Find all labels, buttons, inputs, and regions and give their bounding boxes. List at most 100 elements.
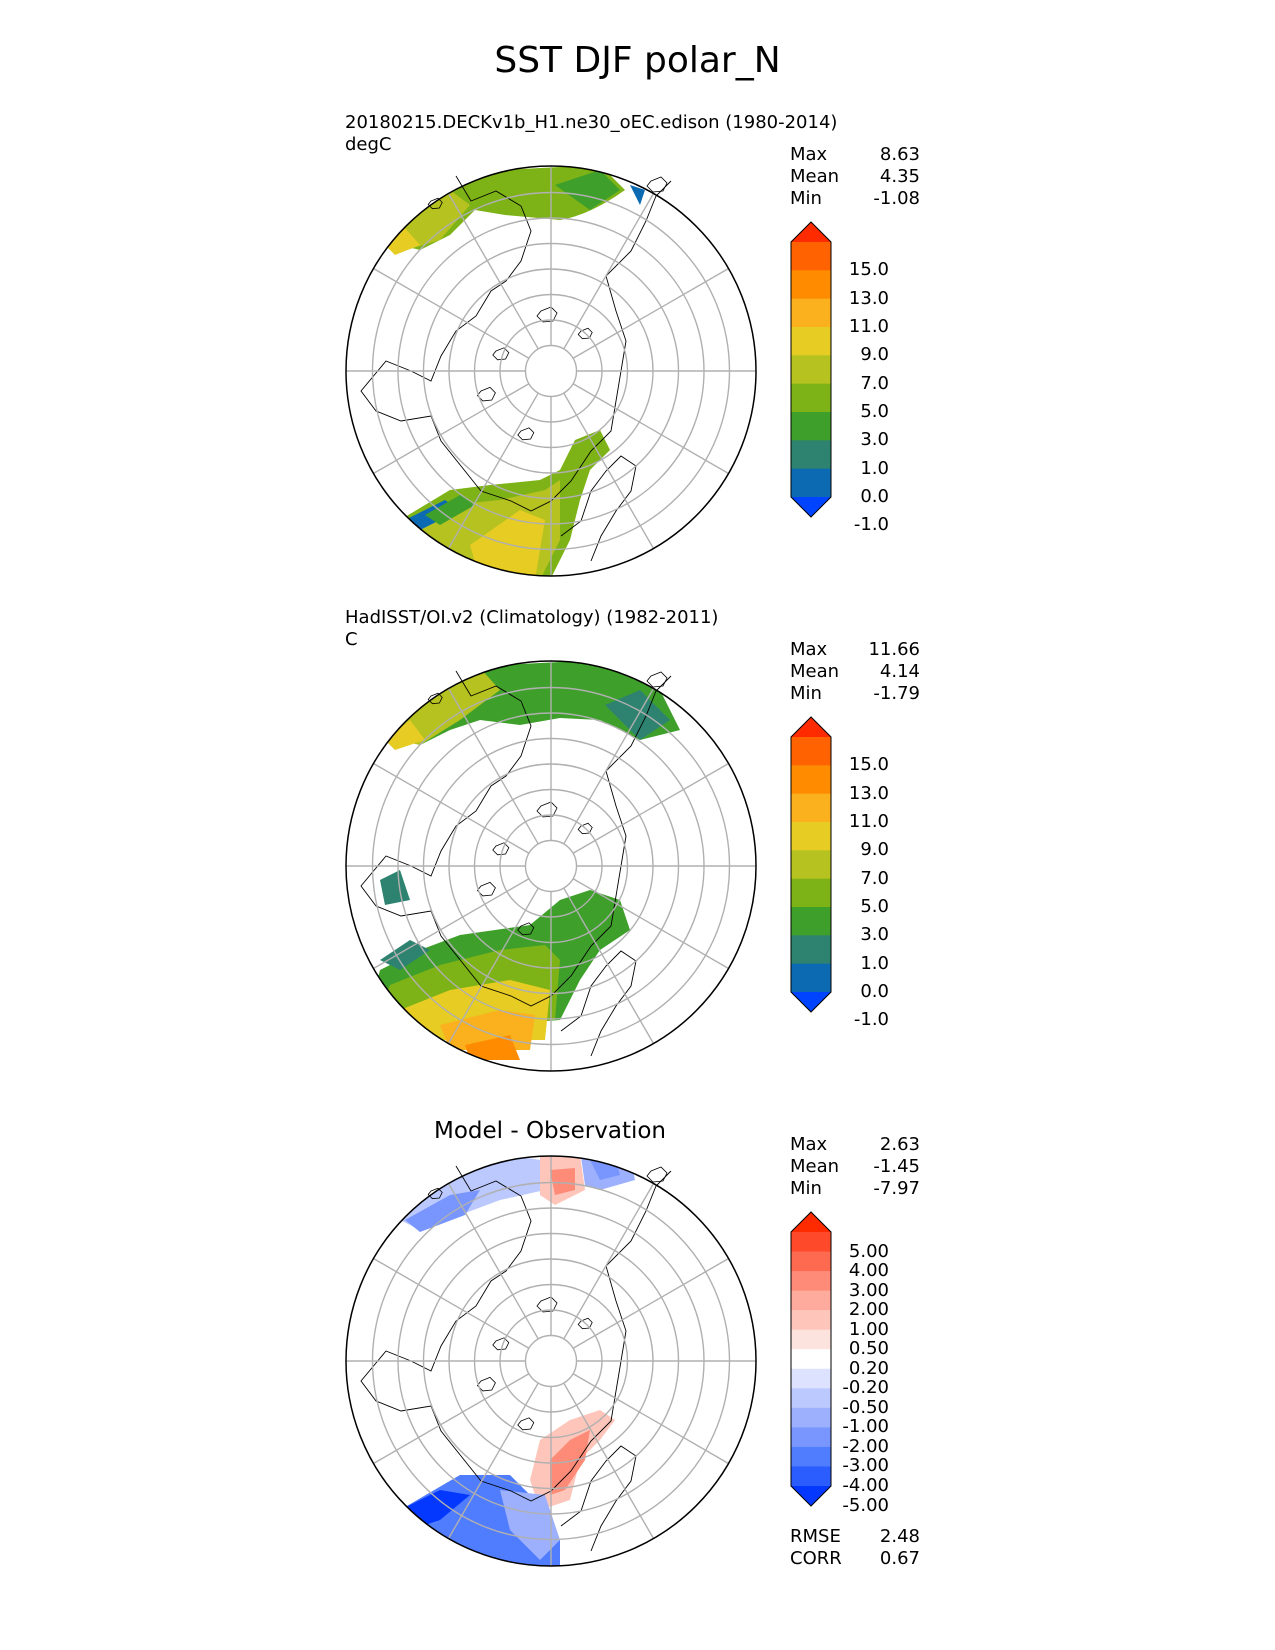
stat-label: Mean — [790, 661, 840, 682]
map-overlay-2 — [345, 660, 757, 1072]
colorbar-tick-label: 7.0 — [860, 867, 889, 889]
map-boundary — [345, 1155, 757, 1567]
colorbar-tick-label: 15.0 — [848, 754, 889, 776]
island-outline — [646, 176, 668, 193]
colorbar-tick-label: 5.0 — [860, 401, 889, 422]
stat-value: 4.35 — [879, 166, 920, 187]
colorbar-segment — [791, 1232, 831, 1253]
island-outline — [646, 671, 668, 688]
colorbar-outline — [790, 221, 832, 518]
colorbar-3 — [790, 1211, 832, 1507]
latitude-gridline — [524, 1334, 578, 1388]
longitude-gridline — [447, 193, 539, 350]
colorbar-segment — [791, 1290, 831, 1311]
longitude-gridline — [373, 1373, 530, 1465]
longitude-gridline — [447, 392, 539, 549]
colorbar-tick-label: 3.0 — [860, 924, 889, 946]
colorbar-segment — [791, 1251, 831, 1272]
colorbar-segment — [791, 1349, 831, 1370]
stat-value: -1.79 — [873, 683, 920, 704]
stat-value: -7.97 — [873, 1178, 920, 1199]
panel2-stats: Max 11.66 Mean 4.14 Min -1.79 — [790, 639, 920, 705]
colorbar-tick-label: 0.20 — [848, 1357, 889, 1379]
colorbar-segment — [791, 270, 831, 300]
island-outline — [427, 1187, 443, 1200]
colorbar-tick-label: 13.0 — [848, 782, 889, 804]
map-panel-2 — [370, 661, 680, 1060]
colorbar-tick-label: 2.00 — [848, 1299, 889, 1321]
longitude-gridline — [447, 1183, 539, 1340]
island-outline — [492, 842, 510, 856]
latitude-gridline — [524, 344, 578, 398]
panel1-title: 20180215.DECKv1b_H1.ne30_oEC.edison (198… — [345, 112, 837, 156]
colorbar-segment — [791, 1329, 831, 1350]
coastline — [560, 1445, 637, 1552]
island-outline — [476, 881, 496, 897]
stat-value: 4.14 — [879, 661, 920, 682]
longitude-gridline — [373, 383, 530, 475]
longitude-gridline — [447, 688, 539, 845]
page-title: SST DJF polar_N — [494, 40, 781, 81]
colorbar-segment — [791, 822, 831, 851]
colorbar-tick-label: -1.0 — [853, 514, 889, 536]
longitude-gridline — [373, 762, 530, 854]
longitude-gridline — [572, 762, 729, 854]
colorbar-tick-label: 5.0 — [860, 896, 889, 917]
colorbar-segment — [791, 1388, 831, 1409]
colorbar-segment — [791, 383, 831, 413]
longitude-gridline — [447, 887, 539, 1044]
longitude-gridline — [572, 383, 729, 475]
island-outline — [517, 1417, 535, 1431]
colorbar-tick-label: -1.00 — [842, 1416, 889, 1438]
island-outline — [517, 922, 535, 936]
colorbar-extend-min — [791, 992, 831, 1012]
colorbar-extend-max — [791, 1212, 831, 1232]
longitude-gridline — [373, 1257, 530, 1349]
colorbar-tick-label: 5.00 — [848, 1240, 889, 1262]
colorbar-segment — [791, 1427, 831, 1448]
colorbar-segment — [791, 765, 831, 795]
panel3-stats: Max 2.63 Mean -1.45 Min -7.97 — [790, 1134, 920, 1200]
colorbar-tick-label: 7.0 — [860, 372, 889, 394]
colorbar-segment — [791, 850, 831, 880]
colorbar-segment — [791, 355, 831, 385]
longitude-gridline — [563, 392, 655, 549]
map-overlay-1 — [345, 165, 757, 577]
stat-label: Max — [790, 1134, 828, 1155]
colorbar-tick-label: 4.00 — [848, 1260, 889, 1282]
colorbar-segment — [791, 298, 831, 328]
colorbar-tick-label: 0.50 — [848, 1338, 889, 1360]
colorbar-tick-label: 3.0 — [860, 429, 889, 451]
metric-value: 2.48 — [879, 1526, 920, 1547]
island-outline — [492, 347, 510, 361]
latitude-gridline — [524, 839, 578, 893]
longitude-gridline — [563, 887, 655, 1044]
stat-value: 11.66 — [868, 639, 920, 660]
colorbar-tick-label: 1.00 — [848, 1318, 889, 1340]
coastline — [560, 455, 637, 562]
colorbar-tick-label: 0.0 — [860, 486, 889, 507]
panel2-title: HadISST/OI.v2 (Climatology) (1982-2011) … — [345, 607, 718, 651]
stat-label: Mean — [790, 166, 840, 187]
colorbar-tick-label: 1.0 — [860, 457, 889, 479]
map-boundary — [345, 165, 757, 577]
longitude-gridline — [572, 267, 729, 359]
colorbar-2 — [790, 716, 832, 1013]
longitude-gridline — [447, 1382, 539, 1539]
colorbar-tick-label: -0.50 — [842, 1396, 889, 1418]
island-outline — [476, 386, 496, 402]
colorbar-segment — [791, 1446, 831, 1467]
panel3-metrics: RMSE 2.48 CORR 0.67 — [790, 1526, 920, 1570]
colorbar-1 — [790, 221, 832, 518]
map-boundary — [345, 660, 757, 1072]
colorbar-tick-label: 13.0 — [848, 287, 889, 309]
colorbar-segment — [791, 737, 831, 766]
colorbar-segment — [791, 1271, 831, 1292]
stat-label: Min — [790, 188, 822, 209]
stat-value: -1.08 — [873, 188, 920, 209]
colorbar-extend-max — [791, 222, 831, 242]
panel1-title-run: 20180215.DECKv1b_H1.ne30_oEC.edison (198… — [345, 112, 838, 133]
panel3-title: Model - Observation — [433, 1118, 667, 1144]
colorbar-segment — [791, 963, 831, 993]
